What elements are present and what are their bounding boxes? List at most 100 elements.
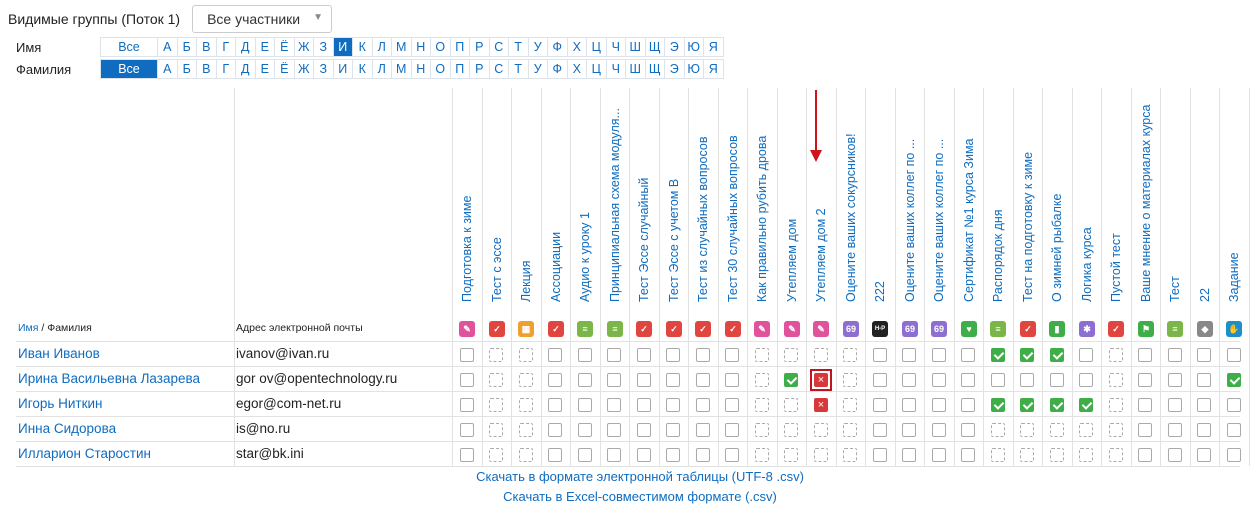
completed-check-icon[interactable] xyxy=(1227,373,1241,387)
completion-checkbox[interactable] xyxy=(1109,448,1123,462)
completion-checkbox[interactable] xyxy=(519,423,533,437)
completion-checkbox[interactable] xyxy=(1079,448,1093,462)
completion-checkbox[interactable] xyxy=(1138,448,1152,462)
first-name-letter[interactable]: Т xyxy=(509,38,529,56)
completion-checkbox[interactable] xyxy=(843,448,857,462)
completion-checkbox[interactable] xyxy=(548,398,562,412)
completion-checkbox[interactable] xyxy=(1109,348,1123,362)
first-name-letter[interactable]: Ё xyxy=(275,38,295,56)
completion-checkbox[interactable] xyxy=(696,373,710,387)
completion-checkbox[interactable] xyxy=(666,348,680,362)
first-name-letter[interactable]: Р xyxy=(470,38,490,56)
last-name-letter[interactable]: В xyxy=(197,60,217,78)
completion-checkbox[interactable] xyxy=(873,448,887,462)
first-name-letter[interactable]: Ю xyxy=(685,38,704,56)
activity-title-link[interactable]: Ассоциации xyxy=(548,231,563,302)
completion-checkbox[interactable] xyxy=(1168,398,1182,412)
completion-checkbox[interactable] xyxy=(902,448,916,462)
completion-checkbox[interactable] xyxy=(725,348,739,362)
completion-checkbox[interactable] xyxy=(932,398,946,412)
completion-checkbox[interactable] xyxy=(961,373,975,387)
completion-checkbox[interactable] xyxy=(1020,423,1034,437)
completion-checkbox[interactable] xyxy=(843,373,857,387)
completion-checkbox[interactable] xyxy=(814,423,828,437)
completion-checkbox[interactable] xyxy=(578,398,592,412)
first-name-letter[interactable]: Ф xyxy=(548,38,568,56)
sort-last-name-link[interactable]: Фамилия xyxy=(47,322,92,334)
activity-title-link[interactable]: Пустой тест xyxy=(1108,233,1123,302)
completed-check-icon[interactable] xyxy=(1079,398,1093,412)
completion-checkbox[interactable] xyxy=(548,448,562,462)
completion-checkbox[interactable] xyxy=(519,398,533,412)
completion-checkbox[interactable] xyxy=(548,373,562,387)
completion-checkbox[interactable] xyxy=(460,448,474,462)
first-name-letter[interactable]: О xyxy=(431,38,451,56)
completion-checkbox[interactable] xyxy=(1168,448,1182,462)
activity-title-link[interactable]: Оцените ваших сокурсников! xyxy=(843,133,858,302)
completion-checkbox[interactable] xyxy=(696,348,710,362)
completion-checkbox[interactable] xyxy=(578,423,592,437)
completion-checkbox[interactable] xyxy=(460,373,474,387)
completion-checkbox[interactable] xyxy=(755,398,769,412)
last-name-letter[interactable]: А xyxy=(158,60,178,78)
first-name-letter[interactable]: М xyxy=(392,38,412,56)
completion-checkbox[interactable] xyxy=(460,398,474,412)
activity-title-link[interactable]: Как правильно рубить дрова xyxy=(754,135,769,302)
last-name-letter[interactable]: Ш xyxy=(626,60,646,78)
activity-title-link[interactable]: Тест из случайных вопросов xyxy=(695,136,710,302)
completion-checkbox[interactable] xyxy=(843,423,857,437)
first-name-letter[interactable]: С xyxy=(490,38,509,56)
last-name-letter[interactable]: Ё xyxy=(275,60,295,78)
completion-checkbox[interactable] xyxy=(1138,423,1152,437)
completion-checkbox[interactable] xyxy=(1168,348,1182,362)
completion-checkbox[interactable] xyxy=(1168,423,1182,437)
completion-checkbox[interactable] xyxy=(578,448,592,462)
user-name-link[interactable]: Илларион Старостин xyxy=(18,446,151,461)
last-name-letter[interactable]: П xyxy=(451,60,470,78)
completion-checkbox[interactable] xyxy=(578,373,592,387)
first-name-letter[interactable]: Н xyxy=(412,38,431,56)
activity-title-link[interactable]: 22 xyxy=(1197,288,1212,302)
completed-check-icon[interactable] xyxy=(991,398,1005,412)
completion-checkbox[interactable] xyxy=(1168,373,1182,387)
completion-checkbox[interactable] xyxy=(607,398,621,412)
last-name-letter[interactable]: Я xyxy=(704,60,724,78)
groups-select[interactable]: Все участники ▼ xyxy=(192,5,333,33)
completion-checkbox[interactable] xyxy=(755,448,769,462)
completed-check-icon[interactable] xyxy=(991,348,1005,362)
last-name-letter[interactable]: Н xyxy=(412,60,431,78)
last-name-letter[interactable]: Е xyxy=(256,60,275,78)
completion-checkbox[interactable] xyxy=(519,348,533,362)
completion-checkbox[interactable] xyxy=(755,373,769,387)
completion-checkbox[interactable] xyxy=(784,348,798,362)
last-name-letter[interactable]: Э xyxy=(665,60,685,78)
activity-title-link[interactable]: Распорядок дня xyxy=(990,209,1005,302)
completion-checkbox[interactable] xyxy=(1227,398,1241,412)
last-name-letter[interactable]: Х xyxy=(568,60,587,78)
first-name-letter[interactable]: Е xyxy=(256,38,275,56)
completion-checkbox[interactable] xyxy=(1109,423,1123,437)
completion-checkbox[interactable] xyxy=(991,373,1005,387)
first-name-letter[interactable]: Л xyxy=(373,38,392,56)
completion-checkbox[interactable] xyxy=(607,448,621,462)
user-name-link[interactable]: Игорь Ниткин xyxy=(18,396,103,411)
first-name-letter[interactable]: А xyxy=(158,38,178,56)
completion-checkbox[interactable] xyxy=(696,398,710,412)
completion-checkbox[interactable] xyxy=(961,398,975,412)
completion-checkbox[interactable] xyxy=(489,348,503,362)
activity-title-link[interactable]: Тест с эссе xyxy=(489,237,504,302)
last-name-letter[interactable]: З xyxy=(314,60,334,78)
completion-checkbox[interactable] xyxy=(1227,348,1241,362)
completion-checkbox[interactable] xyxy=(961,423,975,437)
completion-checkbox[interactable] xyxy=(991,448,1005,462)
last-name-letter[interactable]: Л xyxy=(373,60,392,78)
completed-check-icon[interactable] xyxy=(1050,398,1064,412)
completion-checkbox[interactable] xyxy=(1138,398,1152,412)
last-name-letter[interactable]: М xyxy=(392,60,412,78)
completion-checkbox[interactable] xyxy=(666,373,680,387)
completion-checkbox[interactable] xyxy=(607,348,621,362)
last-name-letter[interactable]: Ж xyxy=(295,60,314,78)
first-name-letter[interactable]: Х xyxy=(568,38,587,56)
completion-checkbox[interactable] xyxy=(932,373,946,387)
activity-title-link[interactable]: О зимней рыбалке xyxy=(1049,193,1064,302)
